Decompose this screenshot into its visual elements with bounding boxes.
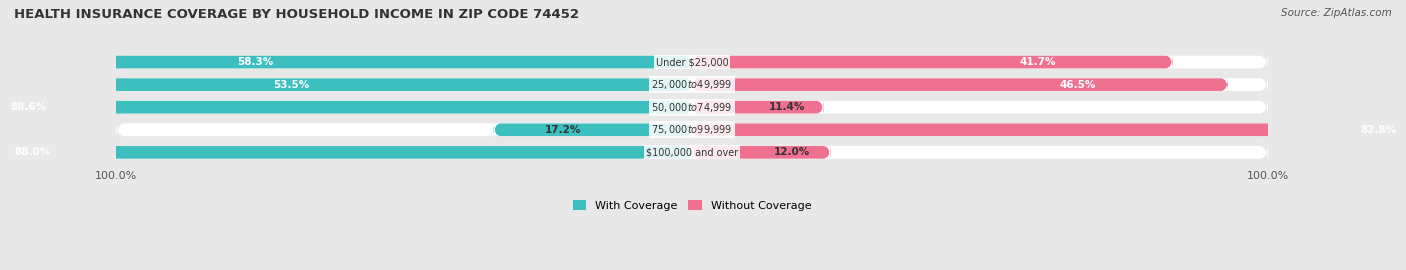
Text: 58.3%: 58.3% bbox=[238, 57, 273, 67]
FancyBboxPatch shape bbox=[692, 100, 824, 114]
Text: Under $25,000: Under $25,000 bbox=[655, 57, 728, 67]
FancyBboxPatch shape bbox=[692, 77, 1227, 92]
Legend: With Coverage, Without Coverage: With Coverage, Without Coverage bbox=[568, 196, 815, 215]
Text: $25,000 to $49,999: $25,000 to $49,999 bbox=[651, 78, 733, 91]
Text: 11.4%: 11.4% bbox=[768, 102, 804, 112]
Text: $75,000 to $99,999: $75,000 to $99,999 bbox=[651, 123, 733, 136]
FancyBboxPatch shape bbox=[115, 96, 1268, 119]
FancyBboxPatch shape bbox=[692, 55, 1173, 69]
Text: 17.2%: 17.2% bbox=[546, 125, 581, 135]
FancyBboxPatch shape bbox=[692, 123, 1406, 137]
FancyBboxPatch shape bbox=[115, 141, 1268, 164]
Text: 12.0%: 12.0% bbox=[773, 147, 810, 157]
Text: $100,000 and over: $100,000 and over bbox=[645, 147, 738, 157]
FancyBboxPatch shape bbox=[115, 118, 1268, 141]
Text: 82.8%: 82.8% bbox=[1361, 125, 1398, 135]
FancyBboxPatch shape bbox=[0, 100, 692, 114]
Text: 53.5%: 53.5% bbox=[273, 80, 309, 90]
Text: 88.6%: 88.6% bbox=[10, 102, 46, 112]
Text: $50,000 to $74,999: $50,000 to $74,999 bbox=[651, 101, 733, 114]
Text: 88.0%: 88.0% bbox=[14, 147, 51, 157]
Text: HEALTH INSURANCE COVERAGE BY HOUSEHOLD INCOME IN ZIP CODE 74452: HEALTH INSURANCE COVERAGE BY HOUSEHOLD I… bbox=[14, 8, 579, 21]
FancyBboxPatch shape bbox=[0, 145, 692, 160]
FancyBboxPatch shape bbox=[76, 77, 692, 92]
FancyBboxPatch shape bbox=[692, 145, 831, 160]
FancyBboxPatch shape bbox=[115, 73, 1268, 96]
Text: 41.7%: 41.7% bbox=[1019, 57, 1056, 67]
Text: Source: ZipAtlas.com: Source: ZipAtlas.com bbox=[1281, 8, 1392, 18]
Text: 46.5%: 46.5% bbox=[1060, 80, 1095, 90]
FancyBboxPatch shape bbox=[494, 123, 692, 137]
FancyBboxPatch shape bbox=[115, 50, 1268, 74]
FancyBboxPatch shape bbox=[20, 55, 692, 69]
